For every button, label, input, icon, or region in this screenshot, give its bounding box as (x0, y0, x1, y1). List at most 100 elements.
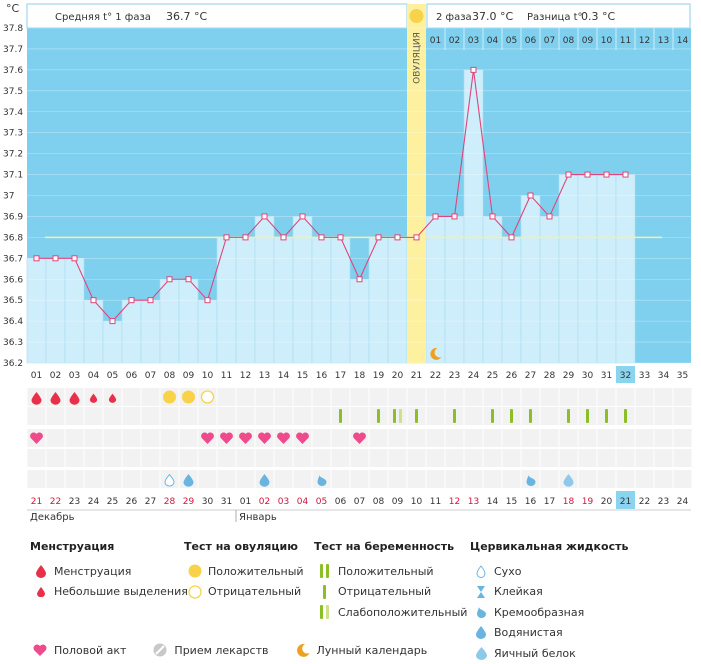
marker-cell (521, 429, 540, 447)
pregnancy-test-negative-icon (510, 409, 513, 423)
cycle-day-label: 28 (544, 371, 556, 381)
legend-item-intercourse: Половой акт (30, 644, 126, 657)
ovulation-test-positive-icon (163, 390, 176, 404)
marker-cell (635, 388, 654, 406)
temperature-bar (558, 174, 579, 364)
y-tick-label: 36.4 (3, 317, 23, 327)
marker-cell (236, 388, 255, 406)
marker-cell (293, 449, 312, 467)
marker-cell (483, 388, 502, 406)
marker-cell (217, 470, 236, 488)
cycle-day-label: 15 (297, 371, 308, 381)
legend-bottom-row: Половой акт Прием лекарств Лунный календ… (30, 643, 451, 657)
month-label: Декабрь (30, 512, 75, 523)
phase2-day-label: 02 (449, 36, 460, 46)
phase2-day-label: 14 (677, 36, 689, 46)
cycle-day-label: 26 (506, 371, 518, 381)
marker-cell (160, 407, 179, 425)
temperature-point (128, 297, 135, 304)
marker-cell (84, 470, 103, 488)
legend-item-menstruation: Менструация (30, 561, 188, 582)
drop-icon (470, 626, 492, 640)
marker-cell (559, 429, 578, 447)
header-phase1-box (26, 3, 408, 29)
temperature-bar (45, 258, 66, 364)
menstruation-drop-icon (50, 392, 61, 405)
y-tick-label: 36.5 (3, 296, 23, 306)
cycle-day-label: 01 (31, 371, 42, 381)
marker-cell (350, 449, 369, 467)
temperature-bar (26, 258, 47, 364)
marker-cell (521, 449, 540, 467)
cycle-day-label: 30 (582, 371, 594, 381)
legend-item-dry: Сухо (470, 561, 628, 582)
calendar-date-label: 02 (259, 497, 270, 507)
marker-cell (160, 449, 179, 467)
cycle-day-label: 27 (525, 371, 536, 381)
marker-cell (141, 407, 160, 425)
phase2-day-label: 04 (487, 36, 499, 46)
marker-cell (84, 407, 103, 425)
temperature-point (527, 192, 534, 199)
temperature-point (375, 234, 382, 241)
marker-cell (464, 407, 483, 425)
temperature-bar (577, 174, 598, 364)
legend-pregnancy-test: Тест на беременность Положительный Отриц… (314, 540, 467, 623)
marker-cell (122, 449, 141, 467)
marker-cell (122, 429, 141, 447)
calendar-date-label: 11 (430, 497, 441, 507)
intercourse-heart-icon (201, 432, 214, 444)
marker-cell (464, 470, 483, 488)
marker-cell (445, 470, 464, 488)
calendar-date-label: 22 (639, 497, 650, 507)
temperature-point (356, 276, 363, 283)
header-diff-label: Разница t° (527, 12, 583, 23)
blood-drop-icon (30, 564, 52, 578)
temperature-point (299, 213, 306, 220)
pregnancy-test-negative-icon (415, 409, 418, 423)
calendar-date-label: 05 (316, 497, 327, 507)
menstruation-drop-icon (69, 392, 80, 405)
marker-cell (540, 470, 559, 488)
temperature-point (622, 171, 629, 178)
marker-cell (103, 449, 122, 467)
temperature-point (261, 213, 268, 220)
legend-item-spotting: Небольшие выделения (30, 582, 188, 603)
phase2-day-label: 09 (582, 36, 594, 46)
pregnancy-test-negative-icon (605, 409, 608, 423)
marker-cell (445, 388, 464, 406)
temperature-point (470, 66, 477, 73)
marker-cell (331, 388, 350, 406)
sun-filled-icon (184, 564, 206, 578)
marker-cell (445, 449, 464, 467)
marker-cell (293, 407, 312, 425)
cycle-day-label: 12 (240, 371, 251, 381)
intercourse-heart-icon (258, 432, 271, 444)
hourglass-icon (470, 585, 492, 598)
marker-cell (65, 429, 84, 447)
pregnancy-test-weak-strip1 (393, 409, 396, 423)
legend-spotting-label: Небольшие выделения (54, 585, 188, 599)
y-tick-label: 37.6 (3, 66, 23, 76)
cycle-day-label: 31 (601, 371, 612, 381)
legend-item-preg-positive: Положительный (314, 561, 467, 582)
marker-cell (331, 470, 350, 488)
calendar-date-label: 29 (183, 497, 195, 507)
marker-cell (502, 470, 521, 488)
calendar-date-label: 24 (88, 497, 100, 507)
marker-cell (654, 388, 673, 406)
y-tick-label: 37.8 (3, 24, 23, 34)
temperature-bar (482, 216, 503, 364)
legend-menstruation-title: Менструация (30, 540, 115, 553)
legend-menstruation-label: Менструация (54, 564, 132, 578)
small-drop-icon (30, 586, 52, 597)
marker-cell (597, 429, 616, 447)
temperature-bar (83, 299, 104, 364)
y-tick-label: 37.4 (3, 108, 23, 118)
temperature-point (242, 234, 249, 241)
marker-cell (179, 449, 198, 467)
marker-cell (426, 429, 445, 447)
header-phase2-value: 37.0 °C (472, 10, 513, 23)
spotting-drop-icon (108, 393, 117, 403)
marker-rows (27, 388, 692, 488)
